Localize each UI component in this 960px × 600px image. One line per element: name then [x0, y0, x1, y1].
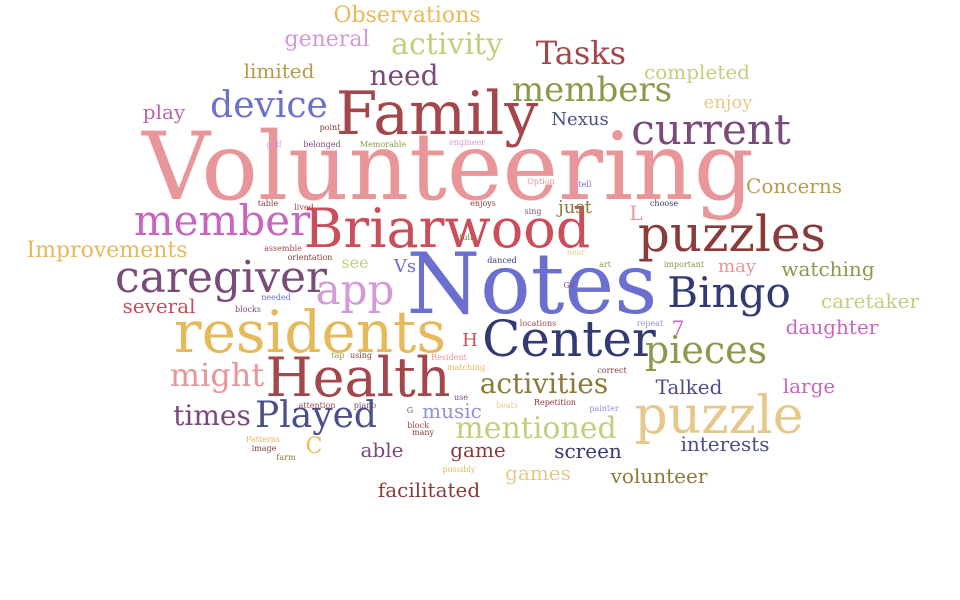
word-gv: Gv	[563, 281, 575, 290]
word-residents: residents	[173, 298, 447, 366]
word-see: see	[341, 253, 369, 272]
word-screen: screen	[554, 439, 622, 463]
word-patterns: Patterns	[245, 435, 281, 444]
word-several: several	[122, 294, 196, 318]
word-talked: Talked	[655, 375, 723, 399]
word-using: using	[349, 351, 373, 360]
word-repetition: Repetition	[533, 398, 577, 407]
word-use: use	[454, 393, 468, 402]
word-farm: farm	[276, 453, 296, 462]
word-lived: lived	[294, 203, 314, 212]
word-may: may	[718, 256, 756, 277]
word-piano: piano	[353, 401, 377, 410]
word-device: device	[210, 85, 328, 126]
word-health: Health	[265, 346, 451, 409]
word-tap: tap	[331, 351, 345, 360]
word-table: table	[257, 199, 279, 208]
word-game: game	[450, 438, 506, 462]
word-h: H	[462, 330, 478, 351]
word-just: just	[558, 197, 592, 218]
word-notes: Notes	[406, 235, 658, 333]
word-art: art	[599, 260, 611, 269]
word-app: app	[315, 265, 395, 314]
word-volunteering: Volunteering	[142, 113, 754, 222]
word-7: 7	[671, 316, 685, 340]
word-activities: activities	[479, 367, 609, 400]
word-enjoy: enjoy	[703, 92, 753, 113]
word-current: current	[631, 105, 791, 154]
word-memorable: Memorable	[359, 140, 407, 149]
word-puzzles: puzzles	[637, 205, 827, 263]
word-orientation: orientation	[287, 253, 333, 262]
word-repeat: repeat	[636, 319, 664, 328]
word-painter: painter	[589, 404, 619, 413]
word-engineer: engineer	[448, 138, 486, 147]
word-watching: watching	[781, 257, 875, 281]
word-tasks: Tasks	[535, 34, 627, 72]
word-belonged: belonged	[303, 140, 341, 149]
word-point: point	[319, 123, 341, 132]
word-matching: matching	[446, 363, 486, 372]
word-option: Option	[527, 177, 555, 186]
word-family: Family	[335, 79, 539, 149]
word-attention: attention	[298, 401, 336, 410]
word-correct: correct	[597, 366, 627, 375]
word-improvements: Improvements	[26, 238, 188, 263]
word-played: Played	[255, 395, 377, 436]
word-full: full	[459, 233, 473, 242]
word-blocks: blocks	[235, 305, 261, 314]
word-facilitated: facilitated	[377, 478, 481, 502]
word-image: image	[251, 444, 277, 453]
word-important: important	[663, 260, 705, 269]
word-times: times	[173, 399, 251, 432]
word-limited: limited	[243, 59, 315, 83]
word-c: C	[305, 434, 323, 459]
word-pieces: pieces	[644, 328, 768, 372]
word-possibly: possibly	[442, 465, 476, 474]
word-l: L	[629, 201, 643, 225]
word-golf: golf	[266, 140, 282, 149]
word-g: G	[406, 406, 414, 415]
word-large: large	[782, 374, 836, 398]
word-daughter: daughter	[785, 315, 879, 339]
word-puzzle: puzzle	[634, 386, 804, 446]
word-resident: Resident	[431, 353, 467, 362]
word-play: play	[142, 100, 186, 124]
word-needed: needed	[261, 293, 291, 302]
word-concerns: Concerns	[746, 174, 842, 198]
word-sing: sing	[524, 207, 542, 216]
word-completed: completed	[644, 60, 750, 84]
word-near: near	[566, 248, 586, 257]
word-caregiver: caregiver	[114, 252, 328, 303]
word-nexus: Nexus	[551, 109, 609, 130]
word-block: block	[407, 421, 429, 430]
word-need: need	[369, 59, 439, 92]
word-able: able	[360, 438, 404, 462]
word-caretaker: caretaker	[821, 289, 919, 313]
word-assemble: assemble	[264, 244, 302, 253]
word-observations: Observations	[333, 3, 481, 28]
word-music: music	[422, 399, 482, 423]
word-games: games	[505, 461, 571, 485]
word-vs: Vs	[393, 256, 417, 277]
word-members: members	[511, 70, 673, 110]
word-locations: locations	[519, 319, 557, 328]
word-activity: activity	[391, 27, 503, 62]
word-volunteer: volunteer	[610, 464, 708, 488]
word-briarwood: Briarwood	[303, 197, 591, 260]
word-danced: danced	[487, 256, 517, 265]
word-choose: choose	[649, 199, 679, 208]
word-center: Center	[482, 310, 656, 368]
word-bingo: Bingo	[667, 268, 791, 317]
word-member: member	[133, 196, 311, 245]
word-beats: beats	[496, 401, 518, 410]
word-many: many	[411, 428, 435, 437]
word-might: might	[169, 356, 265, 394]
word-tell: tell	[578, 180, 592, 189]
word-mentioned: mentioned	[455, 411, 617, 446]
word-enjoys: enjoys	[470, 199, 496, 208]
word-interests: interests	[680, 432, 770, 456]
word-general: general	[284, 27, 370, 52]
